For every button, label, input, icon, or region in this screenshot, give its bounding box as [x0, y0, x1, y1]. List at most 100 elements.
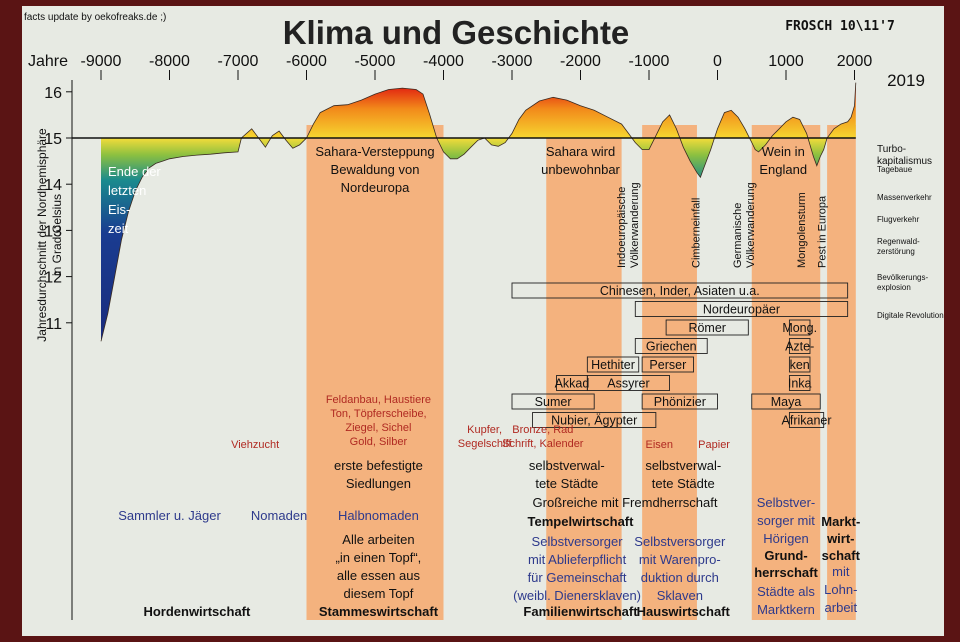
y-tick-label: 13 [44, 223, 62, 240]
economy-label: Selbstversorger [634, 534, 726, 549]
migration-label: Pest in Europa [817, 195, 829, 268]
economy-label: Halbnomaden [338, 508, 419, 523]
civilization-label: Afrikaner [782, 414, 832, 428]
economy-system-label: Hordenwirtschaft [143, 604, 251, 619]
invention-label: Schrift, Kalender [502, 438, 584, 450]
settlement-label: Siedlungen [346, 476, 411, 491]
economy-system-label: Tempelwirtschaft [528, 514, 635, 529]
x-tick-label: -7000 [218, 53, 259, 70]
side-label: zerstörung [877, 247, 915, 256]
side-label: Regenwald- [877, 237, 920, 246]
economy-label: Städte als [757, 584, 815, 599]
side-label: explosion [877, 283, 911, 292]
invention-label: Gold, Silber [350, 436, 408, 448]
civilization-label: Nordeuropäer [703, 303, 780, 317]
y-tick-label: 15 [44, 131, 62, 148]
climate-label: Sahara-Versteppung [315, 144, 434, 159]
civilization-bar [788, 338, 811, 354]
civilization-label: Maya [771, 395, 802, 409]
economy-system-label: Familienwirtschaft [523, 604, 638, 619]
migration-label-line: Völkerwanderung [629, 182, 641, 268]
economy-system-label: herrschaft [754, 565, 818, 580]
x-tick-label: -2000 [560, 53, 601, 70]
civilization-bar [586, 375, 670, 391]
civilization-label: ken [790, 358, 810, 372]
economy-label: (weibl. Dienersklaven) [513, 588, 641, 603]
year-axis-label: Jahre [28, 53, 68, 70]
civilization-label: Chinesen, Inder, Asiaten u.a. [600, 284, 760, 298]
civilization-bar [788, 375, 811, 391]
settlement-label: erste befestigte [334, 458, 423, 473]
civilization-bar [532, 412, 657, 428]
civilization-bar [634, 338, 708, 354]
civilization-label: Nubier, Ägypter [551, 414, 637, 428]
y-tick-label: 14 [44, 177, 62, 194]
migration-label: Cimberneinfall [691, 198, 703, 268]
civilization-label: Phönizier [654, 395, 706, 409]
economy-label: Nomaden [251, 508, 307, 523]
civilization-bar [788, 356, 811, 373]
x-tick-label: 0 [713, 53, 722, 70]
side-label: Turbo- [877, 144, 906, 155]
invention-label: Ton, Töpferscheibe, [330, 408, 426, 420]
migration-label-line: Germanische [732, 203, 744, 268]
settlement-label: tete Städte [535, 476, 598, 491]
y-tick-label: 11 [45, 316, 62, 333]
economy-label: arbeit [825, 600, 858, 615]
period-band [827, 125, 856, 620]
invention-label: Kupfer, [467, 424, 502, 436]
x-tick-label: -5000 [355, 53, 396, 70]
climate-label: Nordeuropa [341, 180, 410, 195]
economy-label: duktion durch [641, 570, 719, 585]
x-tick-label: -6000 [286, 53, 327, 70]
axes: -9000 -8000 -7000 -6000 -5000 -4000 -3000 -2000… [44, 53, 872, 333]
civilization-label: Griechen [646, 340, 697, 354]
economy-label: alle essen aus [337, 568, 421, 583]
economy-label: Selbstver- [757, 495, 816, 510]
civilization-label: Inka [788, 377, 812, 391]
signature: FROSCH 10\11'7 [785, 19, 895, 34]
migration-label: Mongolensturm [796, 192, 808, 268]
temperature-area [72, 82, 857, 342]
economy-label: Lohn- [824, 582, 857, 597]
migration-label-line: Völkerwanderung [745, 182, 757, 268]
economy-label: Hörigen [763, 531, 809, 546]
x-tick-label: 1000 [768, 53, 804, 70]
warm-anomaly-area [101, 82, 856, 138]
side-label: Flugverkehr [877, 215, 920, 224]
annotations: Ende der letzten Eis-zeit Sahara-Versteppun… [108, 144, 944, 619]
civilization-bar [511, 393, 595, 410]
x-tick-label: -4000 [423, 53, 464, 70]
economy-system-label: Markt- [821, 514, 860, 529]
settlement-label: tete Städte [652, 476, 715, 491]
economy-system-label: wirt- [826, 531, 854, 546]
civilization-bar [665, 319, 749, 336]
economy-label: Marktkern [757, 602, 815, 617]
side-label: Tagebaue [877, 165, 913, 174]
civilization-bar [586, 356, 640, 373]
invention-label: Feldanbau, Haustiere [326, 394, 431, 406]
civilization-label: Perser [649, 358, 686, 372]
civilization-label: Assyrer [607, 377, 649, 391]
chart-title: Klima und Geschichte [283, 14, 630, 51]
period-band [751, 125, 821, 620]
economy-label: für Gemeinschaft [528, 570, 627, 585]
invention-label: Bronze, Rad [512, 424, 573, 436]
climate-label: Sahara wird [546, 144, 615, 159]
economy-label: Alle arbeiten [342, 532, 414, 547]
period-band [642, 125, 697, 620]
economy-label: mit Ablieferpflicht [528, 552, 627, 567]
period-band [546, 125, 622, 620]
civilization-label: Mong. [782, 321, 817, 335]
migration-label-line: Pest in Europa [817, 195, 829, 268]
y-tick-label: 12 [44, 270, 62, 287]
period-bands [306, 125, 856, 620]
civilization-bar [634, 301, 849, 317]
ice-age-label: Ende der [108, 164, 161, 179]
side-label: kapitalismus [877, 156, 932, 167]
economy-label: Sklaven [657, 588, 703, 603]
settlement-label: selbstverwal- [529, 458, 605, 473]
ice-age-label: zeit [108, 221, 129, 236]
settlement-label: Großreiche mit Fremdherrschaft [533, 495, 718, 510]
